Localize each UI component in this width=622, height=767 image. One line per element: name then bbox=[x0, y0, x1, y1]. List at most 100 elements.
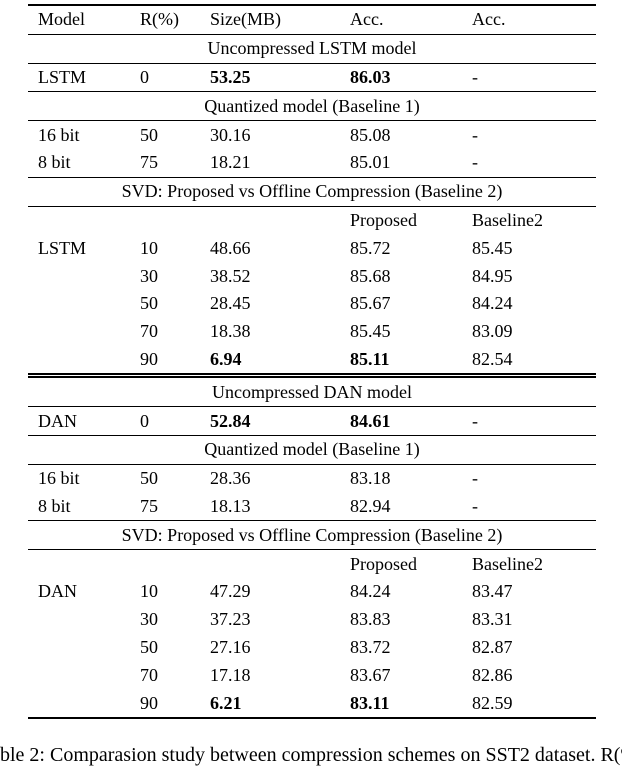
cell-model bbox=[28, 661, 130, 689]
cell-size: 48.66 bbox=[210, 237, 251, 258]
cell-r: 10 bbox=[140, 581, 158, 602]
col-header-model: Model bbox=[38, 9, 85, 30]
table-row: 70 17.18 83.67 82.86 bbox=[28, 661, 596, 689]
cell-model bbox=[28, 634, 130, 662]
cell-size: 27.16 bbox=[210, 636, 251, 657]
cell-acc: 83.11 bbox=[350, 692, 390, 713]
section-row-lstm-uncompressed: Uncompressed LSTM model bbox=[28, 34, 596, 64]
cell-model bbox=[28, 290, 130, 318]
section-title: Uncompressed DAN model bbox=[212, 381, 412, 402]
cell-model bbox=[28, 318, 130, 346]
cell-r: 50 bbox=[140, 636, 158, 657]
section-title: SVD: Proposed vs Offline Compression (Ba… bbox=[121, 524, 503, 545]
table-row: 90 6.21 83.11 82.59 bbox=[28, 689, 596, 718]
cell-acc2: - bbox=[472, 152, 478, 173]
cell-size: 6.94 bbox=[210, 348, 242, 369]
cell-acc2: - bbox=[472, 410, 478, 431]
cell-acc2: 82.54 bbox=[472, 348, 513, 369]
cell-size: 38.52 bbox=[210, 265, 251, 286]
cell-r: 50 bbox=[140, 124, 158, 145]
table-row: LSTM 0 53.25 86.03 - bbox=[28, 63, 596, 92]
subheader-baseline: Baseline2 bbox=[472, 209, 543, 230]
cell-size: 53.25 bbox=[210, 66, 251, 87]
table-row: DAN 0 52.84 84.61 - bbox=[28, 407, 596, 436]
col-header-acc2: Acc. bbox=[472, 9, 506, 30]
cell-r: 0 bbox=[140, 66, 149, 87]
cell-r: 90 bbox=[140, 692, 158, 713]
table-row: DAN 10 47.29 84.24 83.47 bbox=[28, 578, 596, 606]
col-header-acc1: Acc. bbox=[350, 9, 384, 30]
subheader-baseline: Baseline2 bbox=[472, 553, 543, 574]
cell-acc: 83.72 bbox=[350, 636, 391, 657]
subheader-proposed: Proposed bbox=[350, 553, 417, 574]
cell-model: DAN bbox=[38, 410, 77, 431]
cell-acc: 85.72 bbox=[350, 237, 391, 258]
cell-acc: 85.67 bbox=[350, 293, 391, 314]
cell-empty bbox=[28, 206, 130, 234]
cell-model bbox=[28, 689, 130, 718]
cell-acc2: 82.59 bbox=[472, 692, 513, 713]
cell-size: 18.38 bbox=[210, 321, 251, 342]
section-row-dan-quantized: Quantized model (Baseline 1) bbox=[28, 435, 596, 465]
cell-size: 28.36 bbox=[210, 468, 251, 489]
table-row: 50 28.45 85.67 84.24 bbox=[28, 290, 596, 318]
cell-size: 37.23 bbox=[210, 609, 251, 630]
cell-acc: 85.11 bbox=[350, 348, 390, 369]
cell-acc2: 84.24 bbox=[472, 293, 513, 314]
cell-size: 28.45 bbox=[210, 293, 251, 314]
table-row: 50 27.16 83.72 82.87 bbox=[28, 634, 596, 662]
cell-model: LSTM bbox=[38, 237, 87, 258]
cell-model bbox=[28, 606, 130, 634]
cell-acc: 85.01 bbox=[350, 152, 391, 173]
cell-acc2: - bbox=[472, 495, 478, 516]
section-row-lstm-svd: SVD: Proposed vs Offline Compression (Ba… bbox=[28, 177, 596, 207]
cell-r: 75 bbox=[140, 495, 158, 516]
cell-model: LSTM bbox=[38, 66, 87, 87]
section-title: SVD: Proposed vs Offline Compression (Ba… bbox=[121, 181, 503, 202]
header-row: Model R(%) Size(MB) Acc. Acc. bbox=[28, 5, 596, 35]
cell-size: 52.84 bbox=[210, 410, 251, 431]
table-row: 30 38.52 85.68 84.95 bbox=[28, 262, 596, 290]
results-table: Model R(%) Size(MB) Acc. Acc. Uncompress… bbox=[28, 4, 596, 719]
cell-empty bbox=[28, 550, 130, 578]
subheader-row: Proposed Baseline2 bbox=[28, 206, 596, 234]
cell-size: 6.21 bbox=[210, 692, 242, 713]
cell-model: 16 bit bbox=[38, 468, 80, 489]
cell-model: 16 bit bbox=[38, 124, 80, 145]
table-row: 8 bit 75 18.21 85.01 - bbox=[28, 149, 596, 177]
section-row-lstm-quantized: Quantized model (Baseline 1) bbox=[28, 91, 596, 121]
cell-size: 18.13 bbox=[210, 495, 251, 516]
cell-r: 10 bbox=[140, 237, 158, 258]
cell-r: 0 bbox=[140, 410, 149, 431]
cell-acc2: 83.31 bbox=[472, 609, 513, 630]
cell-size: 17.18 bbox=[210, 664, 251, 685]
cell-model bbox=[28, 262, 130, 290]
cell-size: 18.21 bbox=[210, 152, 251, 173]
cell-acc: 83.83 bbox=[350, 609, 391, 630]
cell-acc2: 82.87 bbox=[472, 636, 513, 657]
cell-size: 30.16 bbox=[210, 124, 251, 145]
table-row: 70 18.38 85.45 83.09 bbox=[28, 318, 596, 346]
cell-empty bbox=[130, 206, 200, 234]
cell-acc2: 83.09 bbox=[472, 321, 513, 342]
cell-r: 75 bbox=[140, 152, 158, 173]
table-row: 90 6.94 85.11 82.54 bbox=[28, 346, 596, 376]
section-row-dan-uncompressed: Uncompressed DAN model bbox=[28, 375, 596, 407]
cell-acc: 84.61 bbox=[350, 410, 391, 431]
cell-acc2: 85.45 bbox=[472, 237, 513, 258]
cell-empty bbox=[130, 550, 200, 578]
cell-r: 50 bbox=[140, 293, 158, 314]
cell-acc: 85.08 bbox=[350, 124, 391, 145]
cell-acc: 82.94 bbox=[350, 495, 391, 516]
cell-acc2: - bbox=[472, 66, 478, 87]
cell-size: 47.29 bbox=[210, 581, 251, 602]
section-title: Quantized model (Baseline 1) bbox=[204, 439, 420, 460]
cell-acc: 85.45 bbox=[350, 321, 391, 342]
table-row: 16 bit 50 28.36 83.18 - bbox=[28, 464, 596, 492]
col-header-size: Size(MB) bbox=[210, 9, 281, 30]
table-row: 8 bit 75 18.13 82.94 - bbox=[28, 493, 596, 521]
cell-r: 30 bbox=[140, 609, 158, 630]
section-title: Quantized model (Baseline 1) bbox=[204, 95, 420, 116]
cell-acc: 84.24 bbox=[350, 581, 391, 602]
cell-acc2: 82.86 bbox=[472, 664, 513, 685]
